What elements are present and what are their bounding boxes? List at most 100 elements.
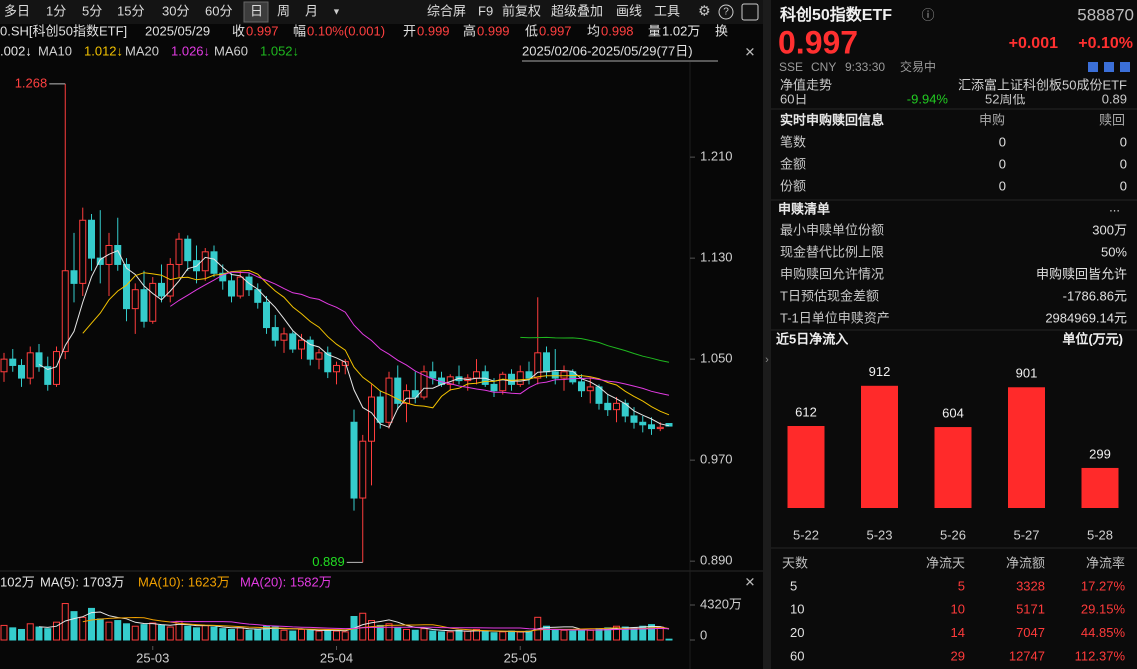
x-tick-label: 5-22 [793,527,819,542]
candle-body [61,270,69,353]
candle-body [271,327,279,341]
help-icon-mark: ? [723,7,729,18]
volume-bar [420,628,428,641]
stat-cell: -9.94% [907,91,949,106]
splitter-arrow[interactable]: › [765,354,769,366]
more-button[interactable]: ... [1109,199,1120,214]
quote-meta: 交易中 [900,59,936,74]
volume-bar [394,627,402,641]
volume-bar [473,628,480,641]
splitter[interactable] [763,0,771,669]
candle-body [263,301,270,329]
period-tab[interactable]: 1分 [46,3,66,18]
info-icon[interactable]: ⓘ [921,7,934,22]
close-icon[interactable]: ✕ [745,574,756,589]
tool-icon[interactable] [1120,62,1130,72]
wp-icon[interactable] [741,3,759,21]
quote-meta: 9:33:30 [845,60,885,74]
tool-button[interactable]: 工具 [654,3,680,18]
flow-bar [1081,467,1119,508]
x-tick-label: 25-03 [136,650,169,665]
volume-bar [359,612,367,641]
toolbar-bg [0,0,763,24]
volume-bar [254,628,262,641]
volume-bar [455,629,463,641]
volume-bar [403,628,410,641]
security-name: 科创50指数ETF [780,5,892,24]
table-cell: 112.37% [1075,648,1126,663]
period-tab[interactable]: 5分 [82,3,102,18]
volume-bar [648,624,655,641]
active-period-bg [243,1,269,23]
volume-bar [105,621,113,641]
period-tab[interactable]: 日 [250,3,263,18]
stat-cell: 0.89 [1102,91,1127,106]
tool-button[interactable]: F9 [478,3,493,18]
side-panel-bg [771,0,1137,669]
volume-bar [210,626,218,641]
flow-bar [861,385,898,508]
tool-icon[interactable] [1088,62,1098,72]
bar-date: 2025/05/29 [145,23,210,38]
security-code: 0.SH[科创50指数ETF] [0,23,127,38]
candle-body [280,333,288,341]
x-tick-label: 25-05 [504,650,537,665]
row-value: 0 [999,134,1006,149]
volume-bar [44,628,52,641]
table-cell: 60 [790,648,804,663]
volume-bar [551,628,559,641]
candle-body [639,421,647,426]
row-value: 300万 [1092,222,1127,237]
x-tick-label: 5-28 [1087,527,1113,542]
info-label: 幅 [293,23,306,38]
row-label: 金额 [780,156,806,171]
price-change: +0.001 [1009,35,1058,52]
range-label: 2025/02/06-2025/05/29(77日) [522,43,693,58]
volume-bar [0,624,8,641]
row-label: 笔数 [780,134,806,149]
y-tick-label: 4320万 [700,596,742,611]
volume-bar [385,623,393,641]
period-tab[interactable]: 月 [305,3,318,18]
column-header: 申购 [979,112,1005,127]
y-tick-label: 1.130 [700,250,733,265]
section-title: 近5日净流入 [776,331,848,346]
row-value: 0 [1120,156,1127,171]
row-label[interactable]: 净值走势 [780,77,832,92]
volume-bar [228,628,235,641]
info-label: 换 [715,23,728,38]
section-title: 实时申购赎回信息 [780,112,884,127]
table-cell: 5171 [1016,602,1045,617]
tool-button[interactable]: 综合屏 [427,3,466,18]
volume-bar [569,630,577,641]
period-menu[interactable]: ▼ [332,6,341,16]
period-tab[interactable]: 30分 [162,3,189,18]
candle-body [53,351,60,385]
candle-body [88,219,95,259]
close-icon[interactable]: ✕ [745,44,756,59]
period-tab[interactable]: 15分 [117,3,144,18]
candle-body [289,333,297,350]
help-icon[interactable] [718,4,734,20]
volume-bar [508,630,515,641]
volume-bar [201,624,209,641]
tool-icon[interactable] [1104,62,1114,72]
flow-bar [787,425,825,508]
volume-bar [324,629,332,641]
candle-body [630,415,638,423]
candle-body [429,371,437,379]
candle-body [210,251,218,274]
tool-button[interactable]: 画线 [616,3,642,18]
candle-body [96,257,104,265]
tool-button[interactable]: 超级叠加 [551,3,603,18]
candle-body [368,396,375,442]
candle-body [324,352,332,373]
period-tab[interactable]: 周 [277,3,290,18]
tool-button[interactable]: 前复权 [502,3,541,18]
period-tab[interactable]: 60分 [205,3,232,18]
info-value: 0.998 [601,23,634,38]
candle-body [158,282,165,297]
period-tab[interactable]: 多日 [4,3,30,18]
settings-icon[interactable]: ⚙ [698,3,711,19]
